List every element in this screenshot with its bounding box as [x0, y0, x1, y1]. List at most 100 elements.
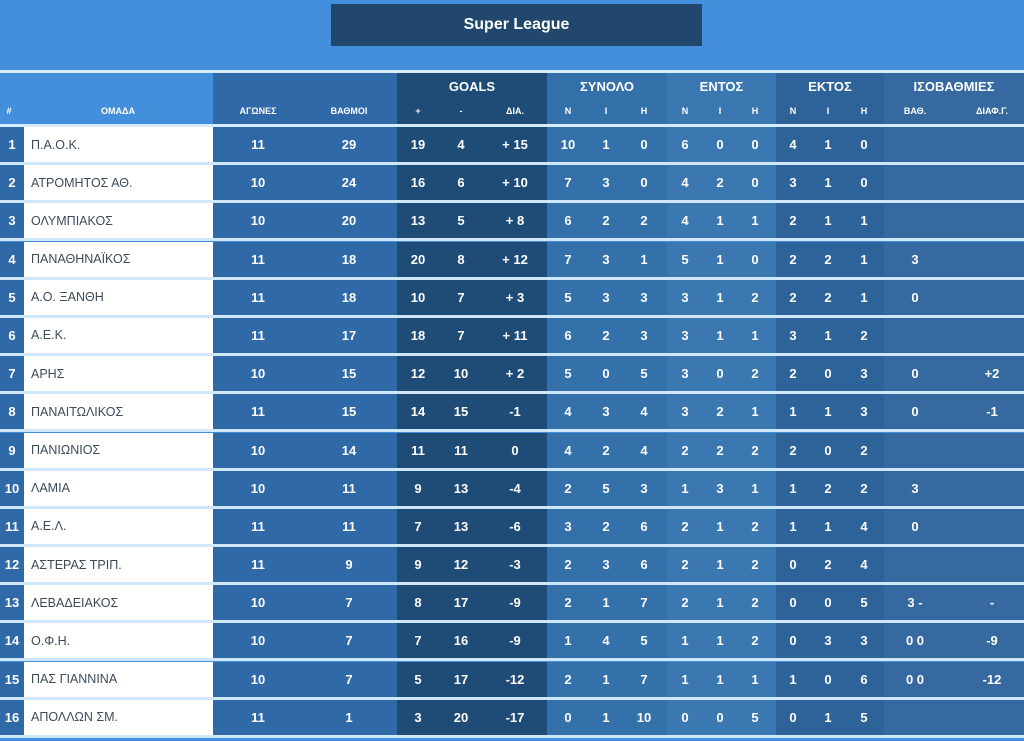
table-row[interactable]: 10 ΛΑΜΙΑ 10 11 9 13 -4 2 5 3 1 3 1 1 2 2…	[0, 470, 1024, 509]
home-wins: 6	[681, 137, 689, 152]
home-draws: 1	[716, 289, 724, 305]
home-losses: 2	[751, 633, 759, 649]
away-bg	[776, 127, 884, 162]
tie-goal-diff	[972, 433, 1012, 468]
header-points[interactable]: ΒΑΘΜΟΙ	[330, 106, 368, 116]
total-bg	[547, 623, 667, 659]
tie-points: 0 0	[905, 671, 925, 687]
team-name[interactable]: ΠΑΝΑΙΤΩΛΙΚΟΣ	[24, 394, 213, 430]
away-losses: 5	[860, 709, 868, 725]
away-draws: 1	[824, 137, 832, 152]
team-name[interactable]: ΑΤΡΟΜΗΤΟΣ ΑΘ.	[24, 165, 213, 201]
tie-goal-diff	[972, 165, 1012, 200]
away-bg	[776, 661, 884, 697]
played: 11	[251, 709, 265, 725]
table-row[interactable]: 14 Ο.Φ.Η. 10 7 7 16 -9 1 4 5 1 1 2 0 3 3…	[0, 623, 1024, 662]
goals-for: 3	[414, 709, 422, 725]
home-losses: 1	[751, 404, 759, 420]
total-losses: 3	[640, 327, 648, 343]
home-bg	[667, 699, 776, 735]
tie-points: 0 0	[905, 633, 925, 649]
total-losses: 3	[640, 480, 648, 496]
goals-against: 5	[457, 213, 465, 229]
table-row[interactable]: 2 ΑΤΡΟΜΗΤΟΣ ΑΘ. 10 24 16 6 + 10 7 3 0 4 …	[0, 165, 1024, 204]
home-losses: 2	[751, 557, 759, 573]
total-wins: 5	[564, 289, 572, 305]
goals-against: 15	[453, 404, 469, 420]
home-draws: 2	[716, 442, 724, 458]
stats-bg	[213, 699, 397, 735]
header-played[interactable]: ΑΓΩΝΕΣ	[239, 106, 277, 116]
goals-for: 18	[410, 327, 426, 343]
away-wins: 0	[789, 595, 797, 611]
goals-bg	[397, 127, 547, 162]
table-row[interactable]: 5 Α.Ο. ΞΑΝΘΗ 11 18 10 7 + 3 5 3 3 3 1 2 …	[0, 279, 1024, 318]
table-row[interactable]: 3 ΟΛΥΜΠΙΑΚΟΣ 10 20 13 5 + 8 6 2 2 4 1 1 …	[0, 203, 1024, 242]
table-row[interactable]: 4 ΠΑΝΑΘΗΝΑΪΚΟΣ 11 18 20 8 + 12 7 3 1 5 1…	[0, 241, 1024, 280]
goal-diff: -17	[505, 709, 525, 725]
home-draws: 2	[716, 175, 724, 191]
stats-bg	[213, 661, 397, 697]
home-bg	[667, 279, 776, 315]
team-name[interactable]: Α.Ε.Κ.	[24, 317, 213, 353]
team-name[interactable]: ΠΑΝΙΩΝΙΟΣ	[24, 432, 213, 468]
table-row[interactable]: 16 ΑΠΟΛΛΩΝ ΣΜ. 11 1 3 20 -17 0 1 10 0 0 …	[0, 699, 1024, 738]
team-name[interactable]: Α.Ο. ΞΑΝΘΗ	[24, 279, 213, 315]
total-bg	[547, 165, 667, 201]
total-draws: 3	[602, 175, 610, 191]
table-row[interactable]: 6 Α.Ε.Κ. 11 17 18 7 + 11 6 2 3 3 1 1 3 1…	[0, 317, 1024, 356]
table-row[interactable]: 11 Α.Ε.Λ. 11 11 7 13 -6 3 2 6 2 1 2 1 1 …	[0, 508, 1024, 547]
header-ties-gd: ΔΙΑΦ.Γ.	[975, 106, 1009, 116]
ties-bg	[884, 394, 1024, 430]
team-name[interactable]: ΟΛΥΜΠΙΑΚΟΣ	[24, 203, 213, 239]
team-name[interactable]: Π.Α.Ο.Κ.	[24, 127, 213, 162]
tie-points: 3	[911, 480, 919, 496]
home-losses: 0	[751, 175, 759, 191]
team-name[interactable]: ΑΣΤΕΡΑΣ ΤΡΙΠ.	[24, 547, 213, 583]
away-bg	[776, 241, 884, 277]
team-name[interactable]: ΑΠΟΛΛΩΝ ΣΜ.	[24, 699, 213, 735]
away-losses: 5	[860, 595, 868, 611]
home-wins: 1	[681, 480, 689, 496]
goals-bg	[397, 623, 547, 659]
goals-for: 9	[414, 557, 422, 573]
table-row[interactable]: 12 ΑΣΤΕΡΑΣ ΤΡΙΠ. 11 9 9 12 -3 2 3 6 2 1 …	[0, 547, 1024, 586]
team-name[interactable]: Α.Ε.Λ.	[24, 508, 213, 544]
team-name[interactable]: Ο.Φ.Η.	[24, 623, 213, 659]
total-wins: 10	[560, 137, 576, 152]
home-wins: 4	[681, 175, 689, 191]
stats-bg	[213, 508, 397, 544]
goals-for: 12	[410, 366, 426, 382]
table-row[interactable]: 7 ΑΡΗΣ 10 15 12 10 + 2 5 0 5 3 0 2 2 0 3…	[0, 356, 1024, 395]
team-name[interactable]: ΛΕΒΑΔΕΙΑΚΟΣ	[24, 585, 213, 621]
header-goals-against: -	[459, 106, 463, 116]
away-wins: 2	[789, 289, 797, 305]
played: 10	[250, 175, 266, 191]
played: 10	[250, 366, 266, 382]
team-name[interactable]: ΠΑΣ ΓΙΑΝΝΙΝΑ	[24, 661, 213, 697]
goals-against: 13	[453, 480, 469, 496]
table-row[interactable]: 9 ΠΑΝΙΩΝΙΟΣ 10 14 11 11 0 4 2 4 2 2 2 2 …	[0, 432, 1024, 471]
home-wins: 3	[681, 327, 689, 343]
team-name[interactable]: ΠΑΝΑΘΗΝΑΪΚΟΣ	[24, 241, 213, 277]
team-name[interactable]: ΛΑΜΙΑ	[24, 470, 213, 506]
table-row[interactable]: 13 ΛΕΒΑΔΕΙΑΚΟΣ 10 7 8 17 -9 2 1 7 2 1 2 …	[0, 585, 1024, 624]
table-row[interactable]: 15 ΠΑΣ ΓΙΑΝΝΙΝΑ 10 7 5 17 -12 2 1 7 1 1 …	[0, 661, 1024, 700]
table-row[interactable]: 1 Π.Α.Ο.Κ. 11 29 19 4 + 15 10 1 0 6 0 0 …	[0, 127, 1024, 165]
away-losses: 2	[860, 327, 868, 343]
total-bg	[547, 432, 667, 468]
goals-against: 12	[453, 557, 469, 573]
total-losses: 2	[640, 213, 648, 229]
goals-bg	[397, 203, 547, 239]
total-bg	[547, 279, 667, 315]
total-bg	[547, 241, 667, 277]
team-name[interactable]: ΑΡΗΣ	[24, 356, 213, 392]
points: 14	[341, 442, 357, 458]
home-wins: 0	[681, 709, 689, 725]
tie-goal-diff: +2	[984, 366, 1000, 382]
tie-goal-diff	[972, 127, 1012, 162]
goals-bg	[397, 432, 547, 468]
played: 10	[250, 213, 266, 229]
table-row[interactable]: 8 ΠΑΝΑΙΤΩΛΙΚΟΣ 11 15 14 15 -1 4 3 4 3 2 …	[0, 394, 1024, 433]
row-divider	[0, 200, 1024, 204]
